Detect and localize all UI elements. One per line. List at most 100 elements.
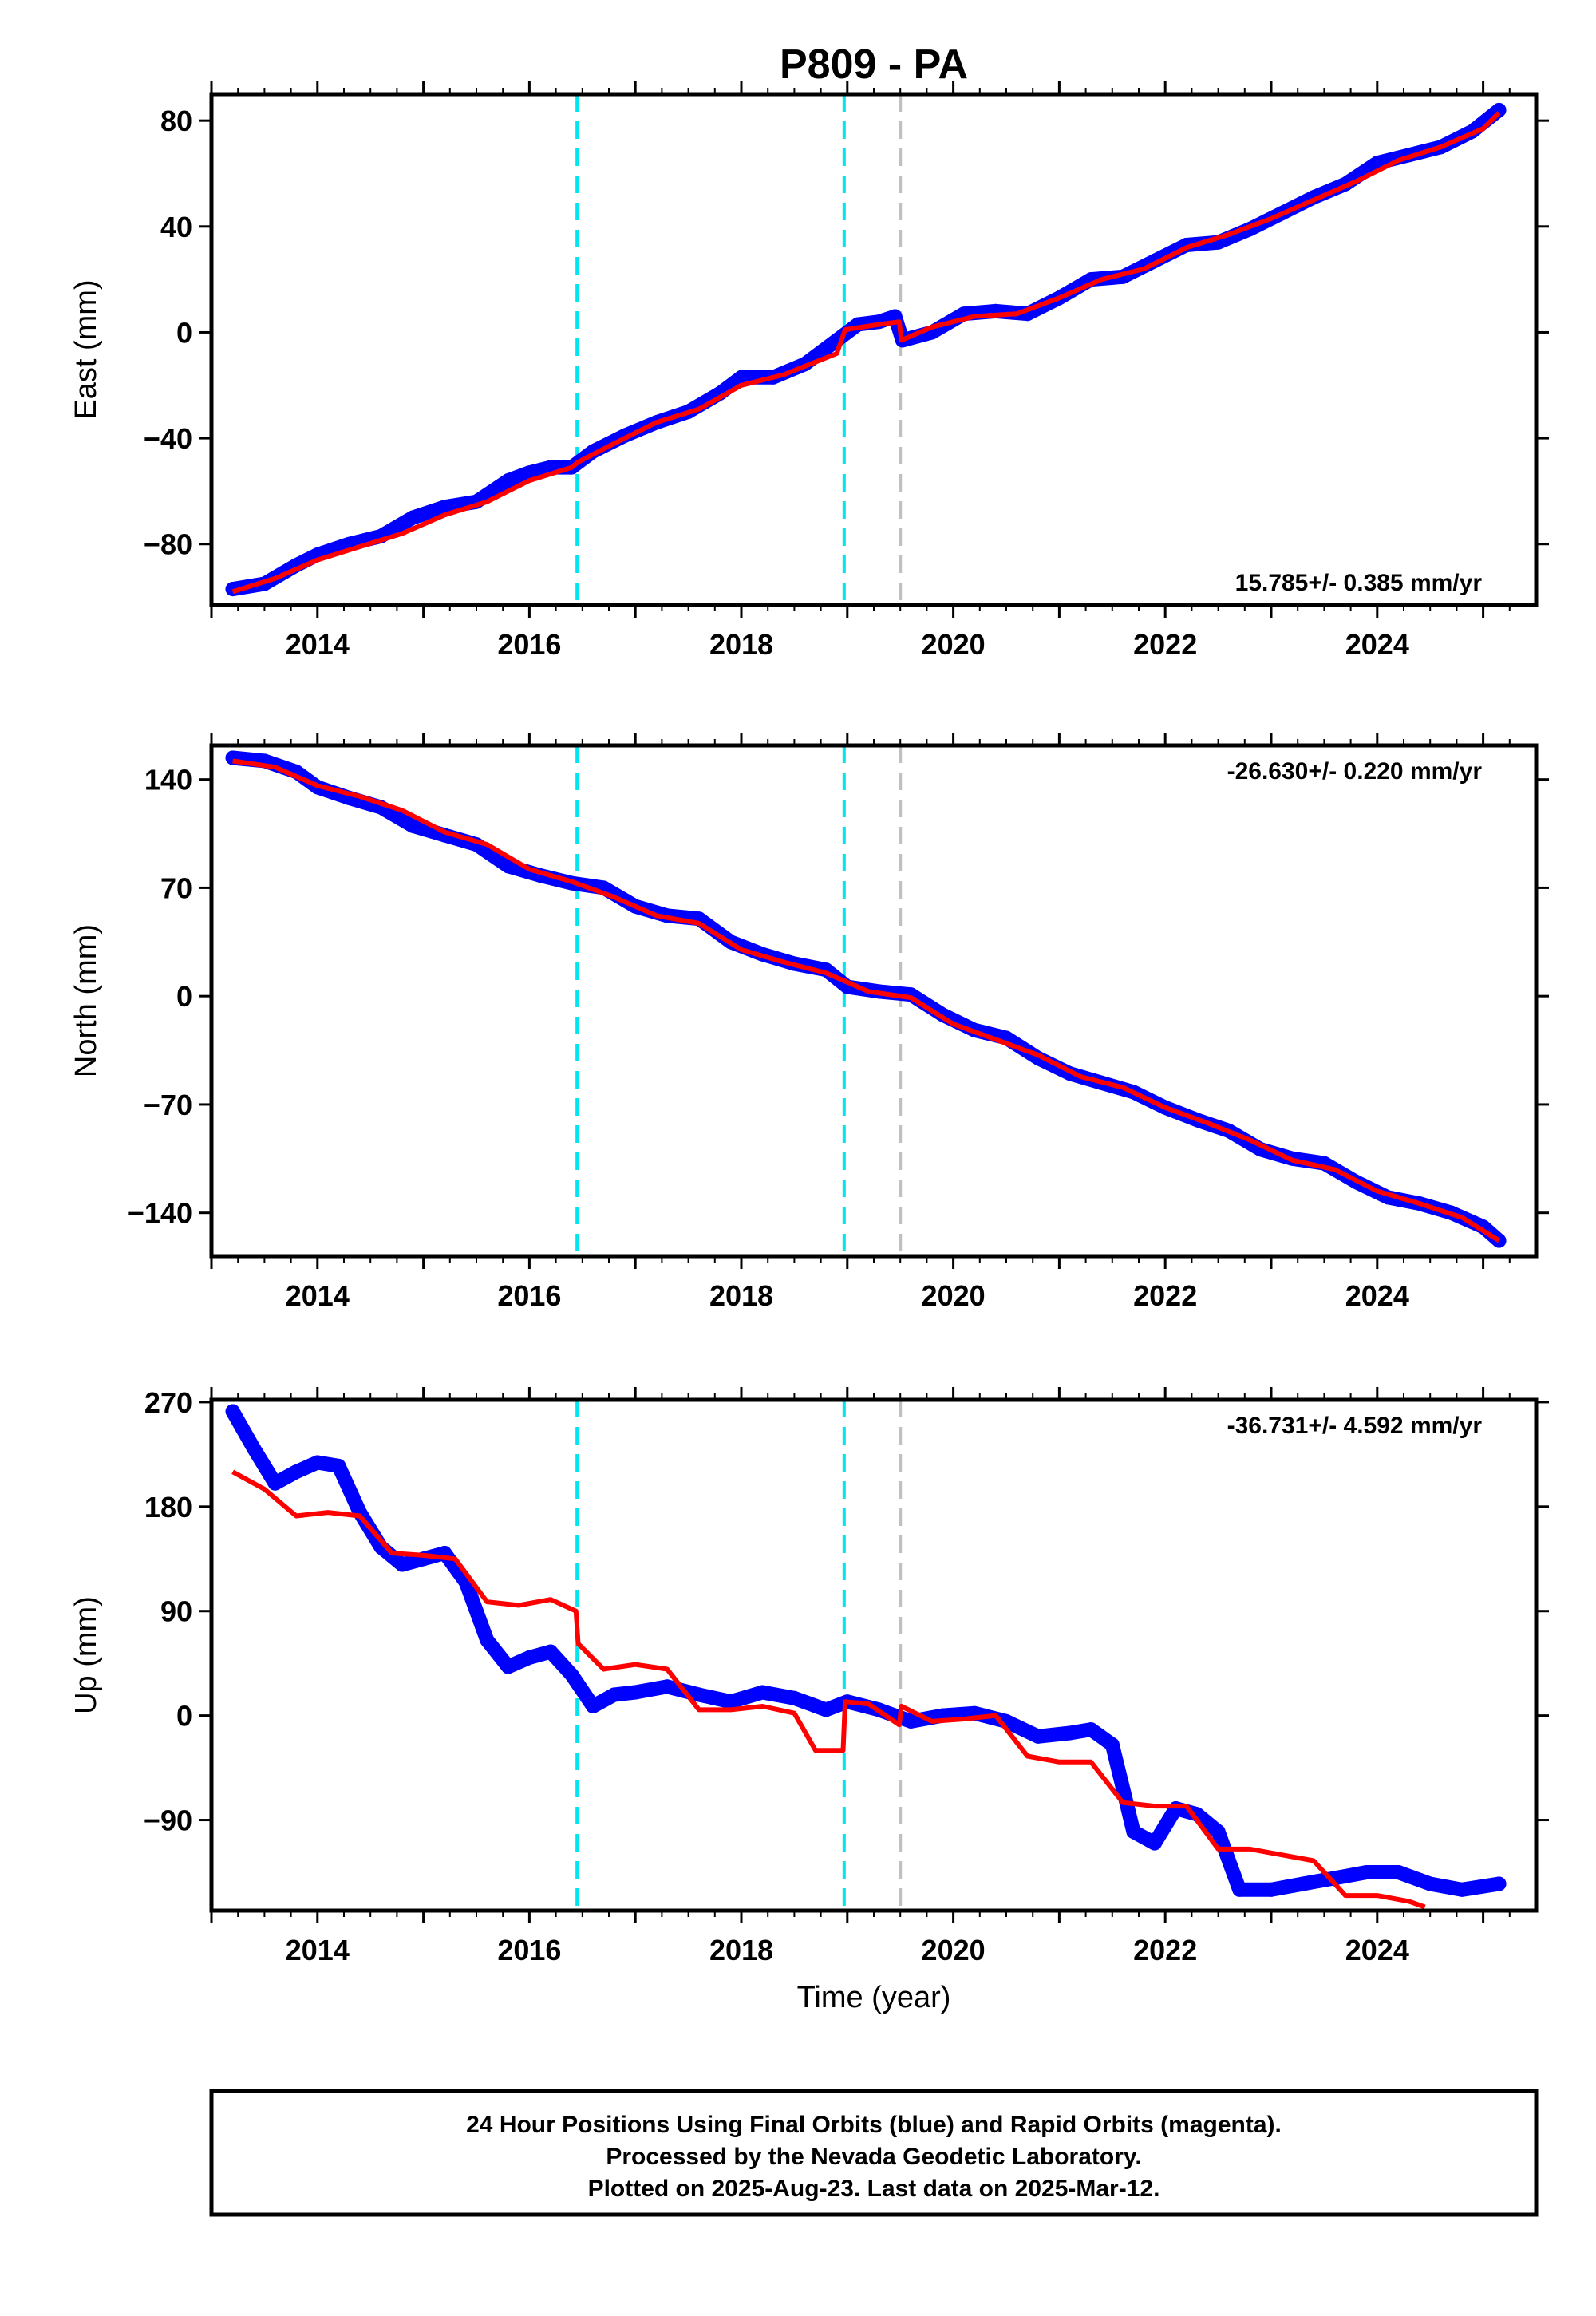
up-data-point (819, 1702, 834, 1717)
up-data-point (1264, 1882, 1278, 1897)
north-x-tick-label: 2014 (286, 1279, 350, 1312)
east-y-tick-label: 40 (160, 211, 192, 243)
east-data-point (734, 370, 749, 385)
up-data-point (522, 1650, 537, 1665)
east-x-tick-label: 2024 (1345, 628, 1409, 661)
up-data-point (1062, 1725, 1077, 1741)
up-data-point (606, 1687, 622, 1702)
up-data-point (586, 1699, 601, 1713)
east-plot-area (225, 102, 1507, 597)
note-line-1: 24 Hour Positions Using Final Orbits (bl… (466, 2112, 1282, 2138)
note-box-frame (209, 2089, 1539, 2217)
note-line-3: Plotted on 2025-Aug-23. Last data on 202… (588, 2176, 1160, 2202)
up-data-point (723, 1694, 738, 1709)
up-x-tick-label: 2022 (1133, 1934, 1197, 1966)
east-model-line (231, 111, 1501, 595)
up-data-point (289, 1464, 304, 1480)
east-data-point (522, 465, 537, 480)
north-y-tick-label: 140 (144, 764, 192, 796)
up-data-point (247, 1441, 262, 1456)
up-panel: −90 0 90 180 270 2014 2016 2018 2020 2022 2024 Up (… (69, 1386, 1549, 1966)
east-y-tick-label: −40 (144, 422, 192, 455)
north-y-tick-label: −140 (128, 1197, 192, 1230)
up-data-point (331, 1458, 346, 1473)
east-y-tick-label: 0 (176, 316, 192, 349)
north-y-tick-label: −70 (144, 1089, 192, 1121)
east-data-point (437, 500, 452, 515)
up-data-point (267, 1476, 282, 1491)
up-data-point (564, 1667, 579, 1682)
north-y-axis-label: North (mm) (69, 924, 103, 1077)
processing-note-box: 24 Hour Positions Using Final Orbits (bl… (209, 2089, 1539, 2217)
up-data-point (1232, 1882, 1247, 1897)
up-data-point (1359, 1865, 1374, 1879)
east-x-tick-label: 2022 (1133, 628, 1197, 661)
up-x-tick-label: 2020 (922, 1934, 986, 1966)
north-x-tick-label: 2018 (709, 1279, 773, 1312)
east-x-tick-label: 2014 (286, 628, 350, 661)
up-data-point (395, 1557, 409, 1572)
up-y-tick-label: 180 (144, 1491, 192, 1524)
east-rate-label: 15.785+/- 0.385 mm/yr (1235, 570, 1483, 596)
east-x-tick-label: 2020 (922, 628, 986, 661)
up-data-point (500, 1659, 516, 1674)
north-panel: −140 −70 0 70 140 2014 2016 2018 2020 2022 2024 Nor… (69, 733, 1549, 1312)
north-y-tick-label: 70 (160, 871, 192, 904)
up-x-tick-label: 2018 (709, 1934, 773, 1966)
north-x-tick-label: 2020 (922, 1279, 986, 1312)
up-data-point (1491, 1876, 1507, 1891)
up-x-tick-label: 2016 (497, 1934, 561, 1966)
north-x-tick-label: 2016 (497, 1279, 561, 1312)
north-model-line (232, 758, 1501, 1243)
east-y-tick-label: 80 (160, 105, 192, 137)
up-data-point (755, 1685, 770, 1700)
up-data-point (1211, 1824, 1226, 1840)
north-y-tick-label: 0 (176, 980, 192, 1013)
east-data-point (405, 510, 421, 525)
up-data-point (691, 1687, 706, 1702)
north-x-tick-label: 2022 (1133, 1279, 1197, 1312)
up-data-point (480, 1633, 495, 1648)
up-data-point (787, 1690, 802, 1705)
north-plot-area (225, 750, 1507, 1248)
up-data-point (225, 1404, 240, 1419)
north-data-point (405, 818, 421, 833)
up-data-point (660, 1679, 674, 1694)
up-data-point (1126, 1824, 1141, 1840)
up-data-point (1104, 1737, 1120, 1752)
up-model-line (231, 1469, 1426, 1910)
up-data-point (1423, 1876, 1438, 1891)
north-rate-label: -26.630+/- 0.220 mm/yr (1227, 758, 1483, 785)
up-data-point (1455, 1882, 1469, 1897)
up-data-point (1030, 1729, 1045, 1744)
up-y-tick-label: 90 (160, 1595, 192, 1628)
up-data-point (1147, 1836, 1162, 1851)
up-data-point (1391, 1865, 1406, 1879)
up-data-point (1084, 1722, 1099, 1737)
figure-title: P809 - PA (780, 41, 968, 88)
east-x-tick-label: 2016 (497, 628, 561, 661)
east-x-tick-label: 2018 (709, 628, 773, 661)
up-plot-area (225, 1404, 1507, 1910)
east-panel: −80 −40 0 40 80 2014 2016 2018 2020 2022 2024 East … (69, 81, 1549, 661)
up-rate-label: -36.731+/- 4.592 mm/yr (1227, 1413, 1483, 1439)
up-y-tick-label: 270 (144, 1386, 192, 1419)
up-x-tick-label: 2024 (1345, 1934, 1409, 1966)
east-y-tick-label: −80 (144, 528, 192, 561)
note-line-2: Processed by the Nevada Geodetic Laborat… (606, 2144, 1141, 2170)
east-y-axis-label: East (mm) (69, 279, 103, 419)
up-data-point (628, 1685, 643, 1700)
up-data-point (1295, 1876, 1310, 1891)
up-data-point (543, 1644, 558, 1659)
up-y-tick-label: 0 (176, 1700, 192, 1733)
north-data-point (500, 859, 516, 874)
up-y-axis-label: Up (mm) (69, 1596, 103, 1714)
east-data-point (500, 473, 516, 488)
up-x-tick-label: 2014 (286, 1934, 350, 1966)
north-x-tick-label: 2024 (1345, 1279, 1409, 1312)
up-data-point (310, 1455, 325, 1470)
x-axis-label: Time (year) (797, 1981, 951, 2014)
up-data-point (903, 1713, 918, 1729)
